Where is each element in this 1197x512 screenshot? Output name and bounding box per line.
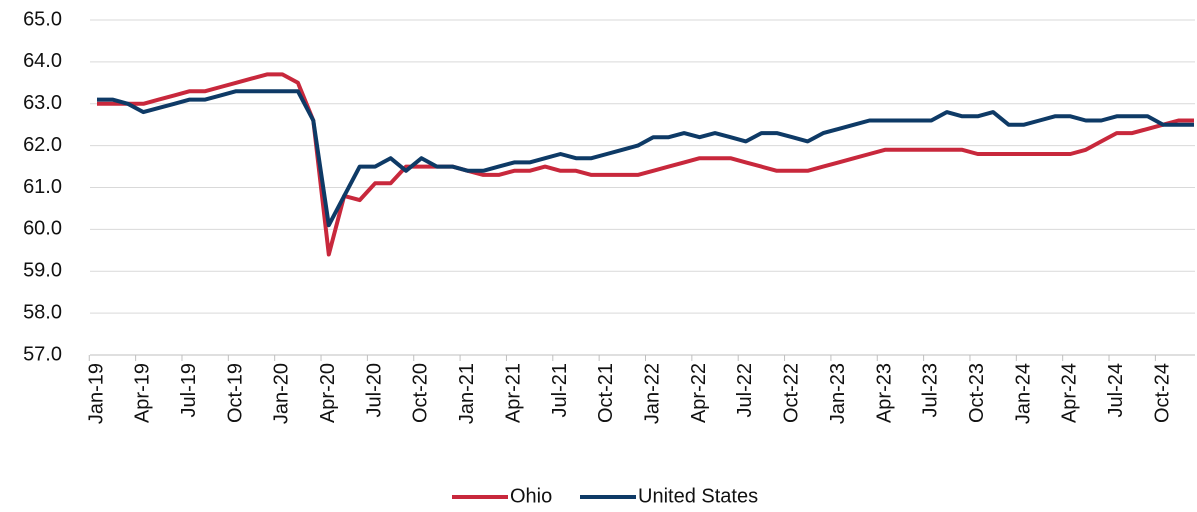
- y-tick-label: 65.0: [23, 8, 62, 30]
- x-tick-label: Apr-23: [873, 363, 895, 423]
- x-tick-label: Apr-22: [688, 363, 710, 423]
- y-tick-label: 61.0: [23, 176, 62, 198]
- y-tick-label: 63.0: [23, 92, 62, 114]
- x-tick-label: Apr-19: [132, 363, 154, 423]
- x-tick-label: Jan-24: [1012, 363, 1034, 424]
- x-tick-label: Jan-20: [271, 363, 293, 424]
- x-tick-label: Oct-23: [966, 363, 988, 423]
- y-tick-label: 58.0: [23, 301, 62, 323]
- x-tick-label: Oct-22: [781, 363, 803, 423]
- y-tick-label: 60.0: [23, 218, 62, 240]
- y-tick-label: 57.0: [23, 343, 62, 365]
- x-tick-label: Jul-24: [1105, 363, 1127, 417]
- x-tick-label: Apr-21: [502, 363, 524, 423]
- x-tick-label: Jul-21: [549, 363, 571, 417]
- line-series: [97, 72, 1194, 257]
- x-tick-label: Jan-21: [456, 363, 478, 424]
- x-tick-label: Oct-21: [595, 363, 617, 423]
- x-tick-label: Jul-23: [920, 363, 942, 417]
- x-tick-label: Jul-19: [178, 363, 200, 417]
- legend-label: United States: [638, 485, 758, 507]
- x-tick-label: Jul-20: [363, 363, 385, 417]
- line-series: [97, 89, 1194, 228]
- x-tick-label: Oct-20: [410, 363, 432, 423]
- y-tick-label: 59.0: [23, 260, 62, 282]
- x-tick-label: Apr-20: [317, 363, 339, 423]
- x-tick-label: Jan-23: [827, 363, 849, 424]
- y-tick-label: 62.0: [23, 134, 62, 156]
- legend-label: Ohio: [510, 485, 552, 507]
- x-tick-label: Jan-19: [85, 363, 107, 424]
- x-tick-label: Oct-24: [1151, 363, 1173, 423]
- x-tick-label: Jul-22: [734, 363, 756, 417]
- x-tick-label: Oct-19: [224, 363, 246, 423]
- y-tick-label: 64.0: [23, 50, 62, 72]
- x-tick-label: Jan-22: [642, 363, 664, 424]
- x-tick-label: Apr-24: [1059, 363, 1081, 423]
